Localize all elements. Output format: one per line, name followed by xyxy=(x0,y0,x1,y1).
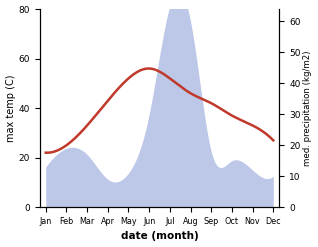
Y-axis label: max temp (C): max temp (C) xyxy=(5,74,16,142)
X-axis label: date (month): date (month) xyxy=(121,231,198,242)
Y-axis label: med. precipitation (kg/m2): med. precipitation (kg/m2) xyxy=(303,50,313,166)
